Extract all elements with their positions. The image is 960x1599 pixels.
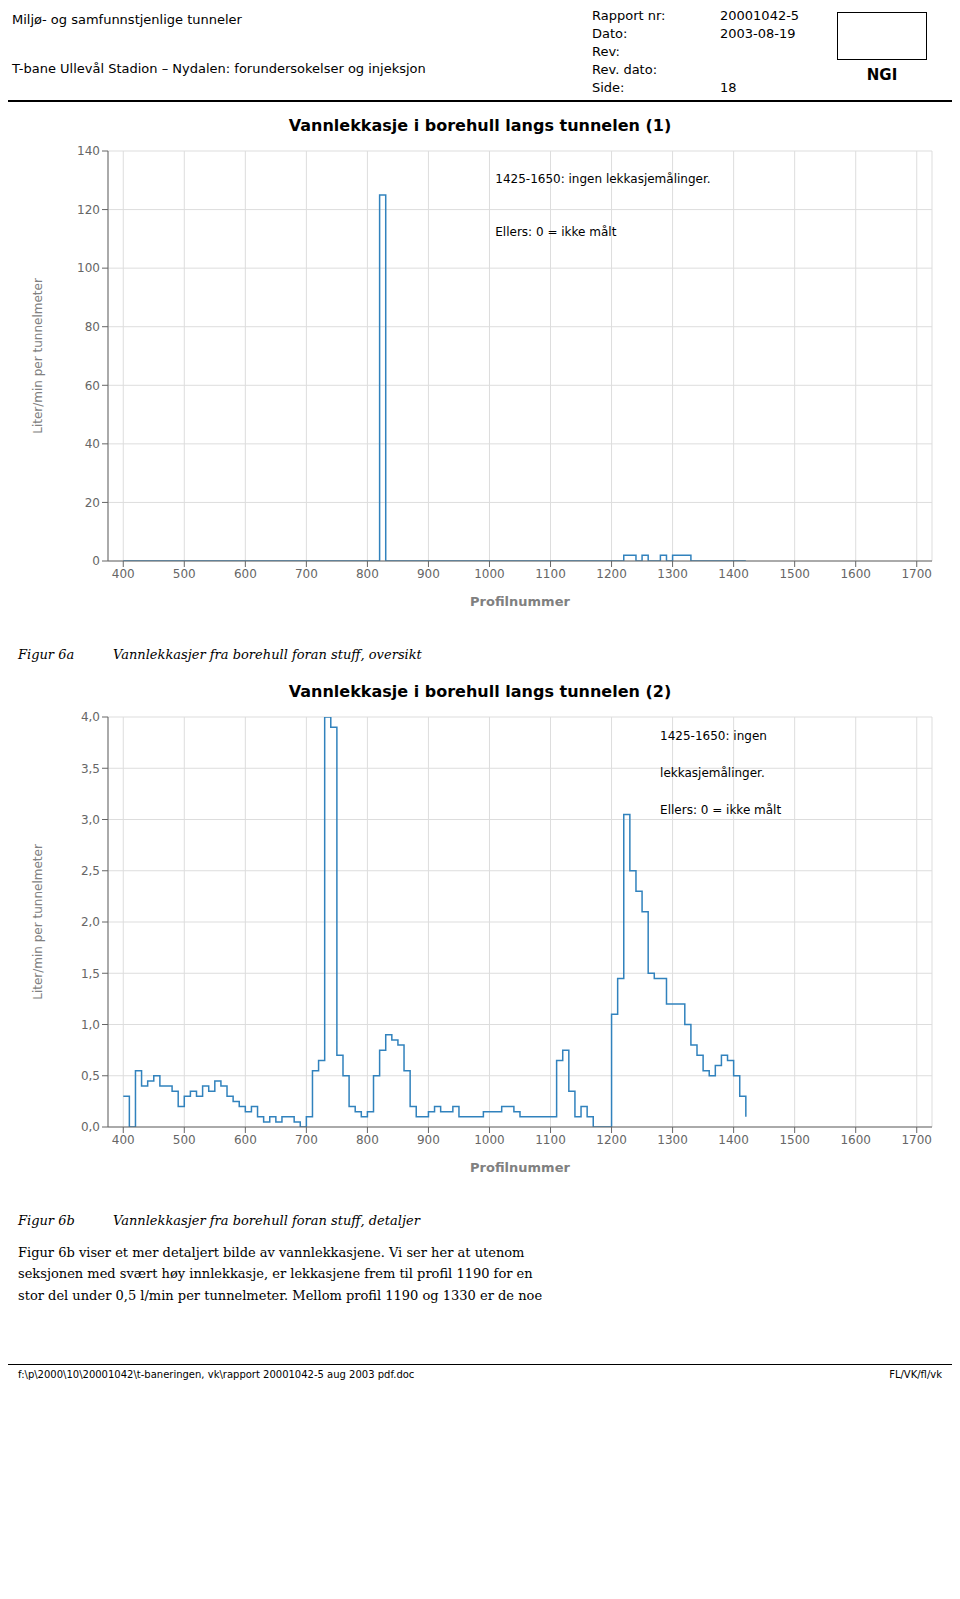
svg-text:1,0: 1,0 [81,1018,100,1032]
html-text:1425-1650: ingen: 1425-1650: ingen [660,729,767,744]
svg-text:1100: 1100 [535,1133,566,1147]
svg-text:1500: 1500 [779,567,810,581]
html-text:Ellers: 0 = ikke målt: Ellers: 0 = ikke målt [660,803,782,818]
svg-text:700: 700 [295,1133,318,1147]
svg-text:140: 140 [77,144,100,158]
html-text:20001042-5: 20001042-5 [720,8,800,23]
svg-text:1200: 1200 [596,567,627,581]
svg-text:0: 0 [92,554,100,568]
html-text:Ellers: 0 = ikke målt: Ellers: 0 = ikke målt [495,224,617,239]
html-text:T-bane Ullevål Stadion – Nydal: T-bane Ullevål Stadion – Nydalen: forund… [12,61,426,76]
html-text:FL/VK/fl/vk: FL/VK/fl/vk [889,1369,942,1380]
html-text:NGI: NGI [866,66,898,84]
svg-text:500: 500 [173,1133,196,1147]
svg-text:400: 400 [112,567,135,581]
svg-text:2,5: 2,5 [81,864,100,878]
svg-text:60: 60 [85,379,100,393]
svg-text:1400: 1400 [718,567,749,581]
svg-text:1000: 1000 [474,567,505,581]
svg-text:1,5: 1,5 [81,967,100,981]
html-text:Vannlekkasjer fra borehull for: Vannlekkasjer fra borehull foran stuff, … [113,647,422,662]
svg-text:3,5: 3,5 [81,762,100,776]
svg-text:500: 500 [173,567,196,581]
svg-text:3,0: 3,0 [81,813,100,827]
svg-text:100: 100 [77,261,100,275]
svg-text:900: 900 [417,567,440,581]
svg-text:900: 900 [417,1133,440,1147]
svg-text:120: 120 [77,203,100,217]
svg-text:1000: 1000 [474,1133,505,1147]
svg-text:600: 600 [234,1133,257,1147]
html-text:f:\p\2000\10\20001042\t-baneri: f:\p\2000\10\20001042\t-baneringen, vk\r… [18,1369,415,1380]
html-text:Vannlekkasje i borehull langs: Vannlekkasje i borehull langs tunnelen (… [288,116,672,135]
html-text:Rapport nr:: Rapport nr: [592,8,666,23]
html-text:Figur 6b viser et mer detaljer: Figur 6b viser et mer detaljert bilde av… [18,1245,543,1303]
svg-text:800: 800 [356,1133,379,1147]
html-text:Side:: Side: [592,80,625,95]
svg-text:20: 20 [85,496,100,510]
svg-text:2,0: 2,0 [81,915,100,929]
svg-text:4,0: 4,0 [81,710,100,724]
svg-text:0,0: 0,0 [81,1120,100,1134]
svg-text:1700: 1700 [901,567,932,581]
svg-text:Liter/min per tunnelmeter: Liter/min per tunnelmeter [31,278,45,434]
svg-text:1100: 1100 [535,567,566,581]
svg-text:40: 40 [85,437,100,451]
svg-text:1300: 1300 [657,1133,688,1147]
svg-text:Profilnummer: Profilnummer [470,594,570,609]
svg-text:600: 600 [234,567,257,581]
svg-text:1400: 1400 [718,1133,749,1147]
svg-text:Liter/min per tunnelmeter: Liter/min per tunnelmeter [31,844,45,1000]
svg-text:800: 800 [356,567,379,581]
svg-text:400: 400 [112,1133,135,1147]
html-text:lekkasjemålinger.: lekkasjemålinger. [660,766,765,781]
svg-text:1200: 1200 [596,1133,627,1147]
html-text:Figur 6b: Figur 6b [18,1213,75,1228]
html-text:Rev. dato:: Rev. dato: [592,62,657,77]
html-text:Rev:: Rev: [592,44,620,59]
svg-text:0,5: 0,5 [81,1069,100,1083]
html-text:Vannlekkasje i borehull langs: Vannlekkasje i borehull langs tunnelen (… [288,682,672,701]
svg-text:1600: 1600 [840,567,871,581]
html-text:2003-08-19: 2003-08-19 [720,26,796,41]
svg-text:1700: 1700 [901,1133,932,1147]
html-text:1425-1650: ingen lekkasjemålin: 1425-1650: ingen lekkasjemålinger. [495,171,711,186]
svg-text:Profilnummer: Profilnummer [470,1160,570,1175]
html-text:Dato:: Dato: [592,26,628,41]
html-text:Vannlekkasjer fra borehull for: Vannlekkasjer fra borehull foran stuff, … [113,1213,420,1228]
svg-text:700: 700 [295,567,318,581]
svg-text:1500: 1500 [779,1133,810,1147]
svg-text:1600: 1600 [840,1133,871,1147]
html-text:Miljø- og samfunnstjenlige tun: Miljø- og samfunnstjenlige tunneler [12,12,242,27]
svg-text:1300: 1300 [657,567,688,581]
html-text:18: 18 [720,80,737,95]
html-text:Figur 6a: Figur 6a [18,647,75,662]
svg-text:80: 80 [85,320,100,334]
